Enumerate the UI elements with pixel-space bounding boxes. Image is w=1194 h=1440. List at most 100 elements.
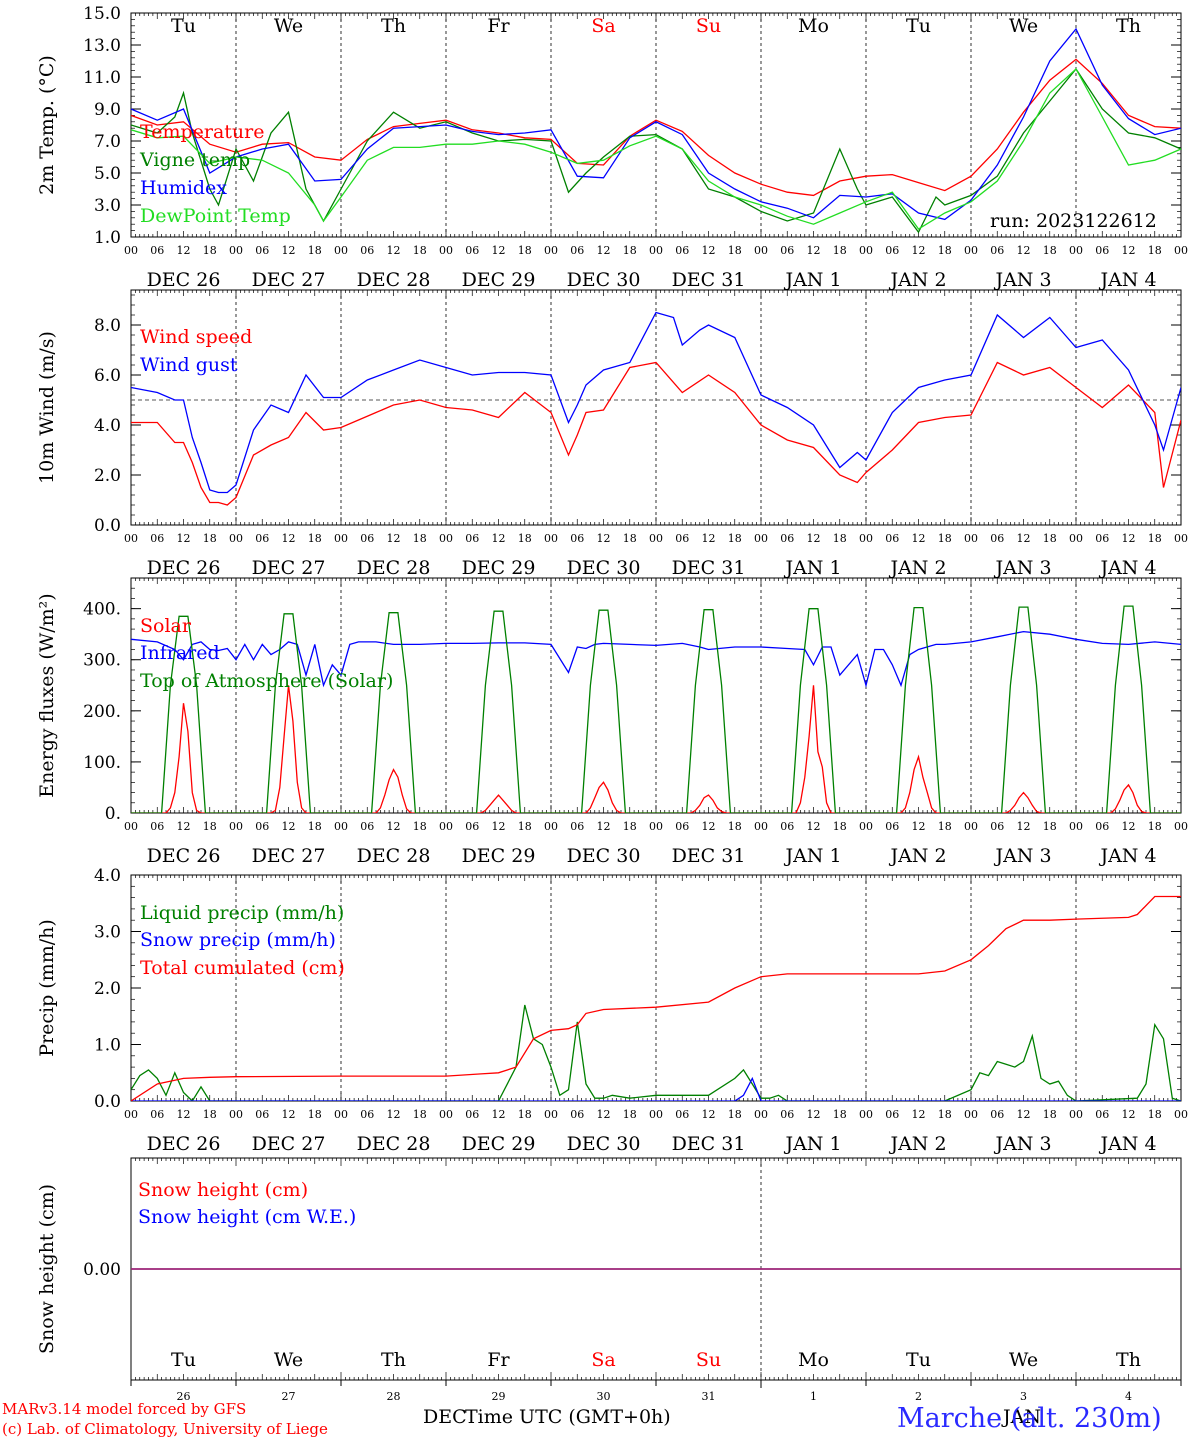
hour-tick-label: 00 — [544, 820, 558, 833]
hour-tick-label: 18 — [1148, 1108, 1162, 1121]
date-label: JAN 1 — [783, 1133, 841, 1155]
hour-tick-label: 12 — [912, 820, 926, 833]
hour-tick-label: 00 — [1174, 244, 1188, 257]
hour-tick-label: 06 — [570, 820, 584, 833]
hour-tick-label: 00 — [1174, 532, 1188, 545]
hour-tick-label: 00 — [1174, 1108, 1188, 1121]
hour-tick-label: 12 — [807, 244, 821, 257]
panel-wind: 0.0 2.0 4.0 6.0 8.0 10m Wind (m/s) Wind speed W… — [36, 289, 1188, 579]
hour-tick-label: 18 — [413, 1108, 427, 1121]
date-label: DEC 28 — [357, 557, 431, 579]
hour-tick-label: 00 — [649, 244, 663, 257]
hour-tick-label: 00 — [859, 820, 873, 833]
day-label: Su — [696, 15, 721, 37]
date-label: DEC 31 — [672, 1133, 746, 1155]
hour-tick-label: 12 — [492, 532, 506, 545]
hour-tick-label: 12 — [282, 244, 296, 257]
credit-line2: (c) Lab. of Climatology, University of L… — [2, 1420, 328, 1438]
hour-tick-label: 06 — [885, 244, 899, 257]
y-axis-label: Precip (mm/h) — [36, 919, 58, 1057]
hour-tick-label: 18 — [833, 820, 847, 833]
hour-tick-label: 12 — [1122, 1108, 1136, 1121]
hour-tick-label: 06 — [360, 820, 374, 833]
hour-tick-label: 18 — [518, 820, 532, 833]
day-label: We — [1009, 1349, 1038, 1371]
hour-tick-label: 06 — [780, 244, 794, 257]
hour-tick-label: 06 — [150, 244, 164, 257]
hour-tick-label: 06 — [1095, 244, 1109, 257]
hour-tick-label: 12 — [1017, 1108, 1031, 1121]
hour-tick-label: 12 — [1017, 532, 1031, 545]
hour-tick-label: 00 — [1174, 820, 1188, 833]
panel-flux: 0. 100. 200. 300. 400. Energy fluxes (W/m²) So… — [36, 577, 1188, 867]
plot-frame — [130, 12, 1182, 238]
date-label: DEC 30 — [567, 1133, 641, 1155]
day-number-label: 28 — [387, 1390, 401, 1403]
hour-tick-label: 18 — [203, 532, 217, 545]
day-label: Tu — [906, 1349, 931, 1371]
hour-tick-label: 12 — [702, 820, 716, 833]
date-label: JAN 3 — [993, 845, 1051, 867]
hour-tick-label: 06 — [885, 1108, 899, 1121]
hour-tick-label: 06 — [570, 532, 584, 545]
hour-tick-label: 12 — [1122, 532, 1136, 545]
hour-tick-label: 06 — [570, 244, 584, 257]
day-label: Th — [381, 1349, 406, 1371]
date-label: JAN 3 — [993, 1133, 1051, 1155]
day-number-label: 31 — [702, 1390, 716, 1403]
day-label: We — [274, 15, 303, 37]
hour-tick-label: 18 — [623, 532, 637, 545]
date-label: JAN 2 — [888, 557, 946, 579]
y-tick-label: 0.0 — [94, 1092, 121, 1112]
date-label: DEC 28 — [357, 269, 431, 291]
day-number-label: 26 — [177, 1390, 191, 1403]
series-line-snow-precip-mm-h — [131, 1076, 1181, 1101]
hour-tick-label: 00 — [334, 1108, 348, 1121]
hour-tick-label: 12 — [282, 820, 296, 833]
hour-tick-label: 12 — [387, 244, 401, 257]
hour-tick-label: 06 — [360, 1108, 374, 1121]
day-label: We — [274, 1349, 303, 1371]
day-label: Mo — [798, 1349, 829, 1371]
hour-tick-label: 00 — [229, 820, 243, 833]
date-label: DEC 26 — [147, 269, 221, 291]
hour-tick-label: 06 — [1095, 820, 1109, 833]
hour-tick-label: 12 — [807, 820, 821, 833]
hour-tick-label: 06 — [360, 244, 374, 257]
y-axis-label: 2m Temp. (°C) — [36, 55, 58, 195]
hour-tick-label: 12 — [597, 1108, 611, 1121]
hour-tick-label: 18 — [308, 820, 322, 833]
hour-tick-label: 18 — [203, 1108, 217, 1121]
hour-tick-label: 18 — [413, 820, 427, 833]
hour-tick-label: 06 — [570, 1108, 584, 1121]
hour-tick-label: 12 — [177, 820, 191, 833]
hour-tick-label: 12 — [597, 244, 611, 257]
y-tick-label: 13.0 — [83, 36, 121, 56]
hour-tick-label: 00 — [439, 532, 453, 545]
hour-tick-label: 00 — [964, 532, 978, 545]
day-label: Fr — [487, 1349, 510, 1371]
hour-tick-label: 18 — [518, 532, 532, 545]
y-tick-label: 3.0 — [94, 923, 121, 943]
hour-tick-label: 12 — [387, 1108, 401, 1121]
hour-tick-label: 12 — [492, 1108, 506, 1121]
y-tick-label: 4.0 — [94, 866, 121, 886]
hour-tick-label: 18 — [518, 244, 532, 257]
hour-tick-label: 00 — [229, 532, 243, 545]
date-label: JAN 2 — [888, 845, 946, 867]
legend-entry: DewPoint Temp — [140, 205, 291, 227]
y-tick-label: 400. — [83, 600, 121, 620]
series-line-liquid-precip-mm-h — [131, 1004, 1181, 1101]
hour-tick-label: 00 — [754, 820, 768, 833]
legend-entry: Infrared — [140, 642, 220, 664]
legend-entry: Top of Atmosphere (Solar) — [140, 670, 393, 692]
hour-tick-label: 12 — [807, 532, 821, 545]
day-number-label: 4 — [1125, 1390, 1132, 1403]
hour-tick-label: 18 — [1043, 532, 1057, 545]
series-line-infrared — [131, 630, 1181, 688]
y-tick-label: 6.0 — [94, 366, 121, 386]
y-axis-label: 10m Wind (m/s) — [36, 331, 58, 484]
y-tick-label: 9.0 — [94, 100, 121, 120]
panel-snow: 0.00 Snow height (cm) Snow height (cm) Snow… — [36, 1157, 1182, 1403]
